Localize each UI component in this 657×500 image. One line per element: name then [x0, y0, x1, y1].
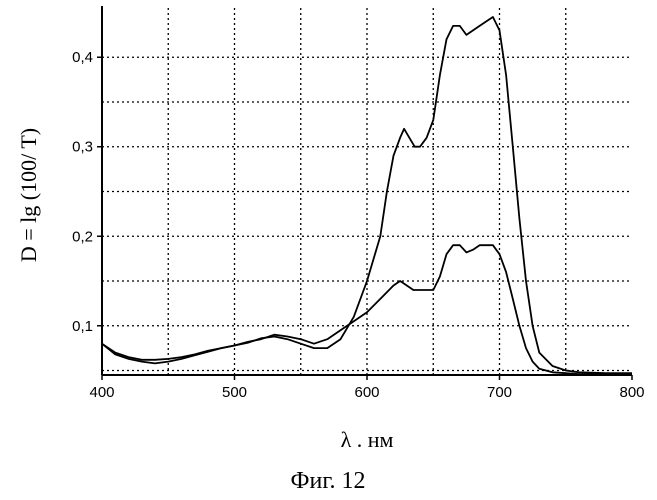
y-tick-label: 0,1	[72, 318, 93, 335]
y-tick-label: 0,2	[72, 228, 93, 245]
x-tick-label: 600	[354, 384, 379, 401]
figure-caption: Фиг. 12	[291, 468, 366, 494]
x-axis-label: λ . нм	[341, 427, 394, 452]
y-tick-label: 0,3	[72, 139, 93, 156]
x-tick-label: 400	[89, 384, 114, 401]
grid	[102, 8, 632, 375]
y-tick-label: 0,4	[72, 49, 93, 66]
axes	[97, 6, 632, 380]
x-tick-label: 700	[487, 384, 512, 401]
y-axis-label: D = lg (100/ T)	[16, 128, 41, 262]
series-lines	[102, 17, 632, 374]
x-tick-label: 500	[222, 384, 247, 401]
x-tick-label: 800	[619, 384, 644, 401]
